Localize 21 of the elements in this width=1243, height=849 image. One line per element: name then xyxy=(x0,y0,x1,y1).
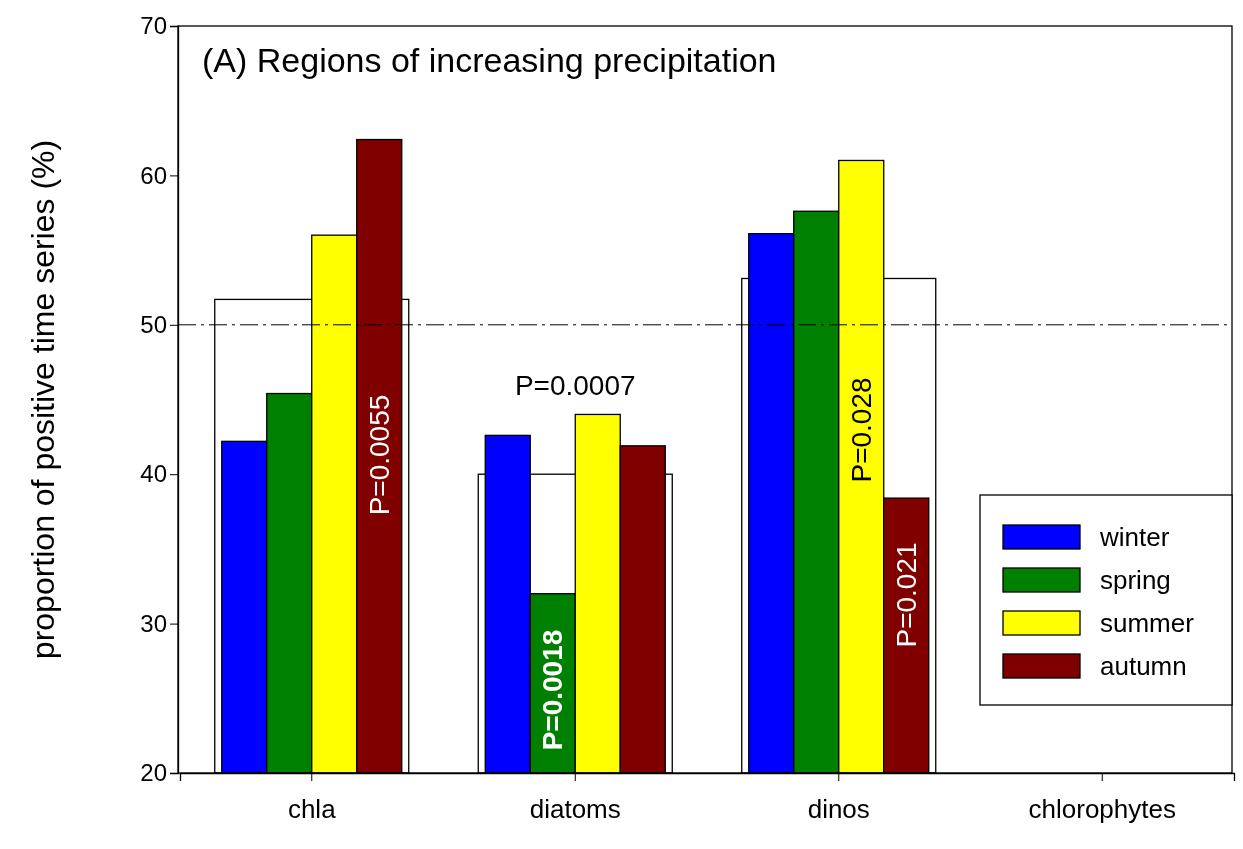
y-tick-label: 50 xyxy=(140,310,167,338)
y-tick-label: 20 xyxy=(140,759,167,787)
y-tick-label: 40 xyxy=(140,460,167,488)
y-axis-title: proportion of positive time series (%) xyxy=(25,139,61,660)
y-tick-label: 60 xyxy=(140,161,167,189)
x-tick-label: chlorophytes xyxy=(1028,793,1176,824)
annotation: P=0.028 xyxy=(845,377,877,483)
annotation: P=0.0007 xyxy=(514,369,636,401)
x-tick-label: chla xyxy=(287,793,337,824)
annotation: P=0.0018 xyxy=(537,629,569,751)
x-tick-label: diatoms xyxy=(529,793,621,824)
x-tick-label: dinos xyxy=(807,793,870,824)
legend-label: spring xyxy=(1100,565,1171,595)
legend-label: winter xyxy=(1099,522,1170,552)
y-tick-label: 70 xyxy=(140,12,167,40)
annotation: P=0.0055 xyxy=(363,394,395,516)
y-tick-label: 30 xyxy=(140,609,167,637)
chart-title: (A) Regions of increasing precipitation xyxy=(202,41,777,79)
legend-label: autumn xyxy=(1100,651,1187,681)
legend-label: summer xyxy=(1100,608,1195,638)
annotation: P=0.021 xyxy=(890,542,922,648)
